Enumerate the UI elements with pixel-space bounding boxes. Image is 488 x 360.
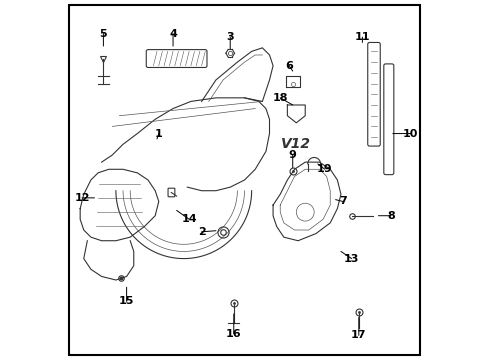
Text: 5: 5	[100, 28, 107, 39]
Text: 8: 8	[386, 211, 394, 221]
Text: 1: 1	[155, 129, 163, 139]
Text: 12: 12	[74, 193, 89, 203]
Text: 4: 4	[169, 28, 177, 39]
Text: 14: 14	[181, 214, 197, 224]
Text: 17: 17	[350, 330, 366, 341]
Text: 16: 16	[225, 329, 241, 339]
Text: 18: 18	[272, 93, 287, 103]
Text: 2: 2	[197, 227, 205, 237]
Text: 7: 7	[338, 197, 346, 206]
Text: 13: 13	[343, 253, 359, 264]
Text: 15: 15	[119, 296, 134, 306]
Text: 9: 9	[288, 150, 296, 160]
Text: V12: V12	[281, 137, 311, 151]
Text: 11: 11	[354, 32, 369, 42]
Text: 6: 6	[285, 61, 292, 71]
Text: 3: 3	[226, 32, 234, 42]
Text: 19: 19	[316, 164, 332, 174]
Text: 10: 10	[402, 129, 417, 139]
